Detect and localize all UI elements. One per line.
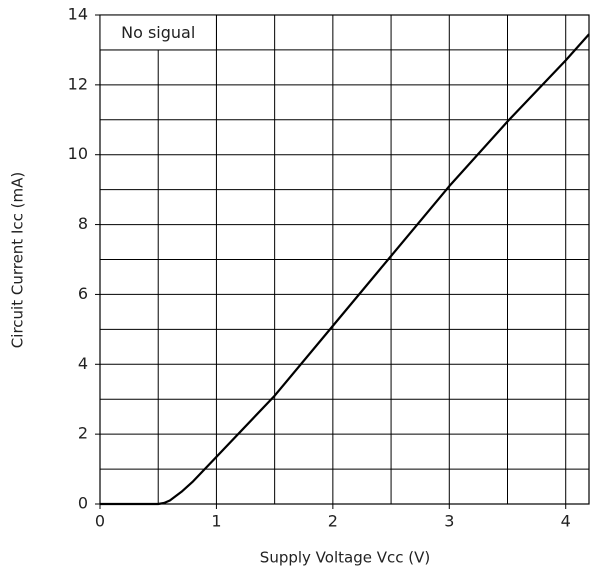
x-tick-label: 4 (561, 512, 571, 531)
plot-border (99, 14, 590, 505)
x-tick-label: 1 (211, 512, 221, 531)
y-tick-label: 6 (78, 284, 88, 303)
y-axis-title: Circuit Current Icc (mA) (9, 172, 27, 348)
x-tick-label: 3 (444, 512, 454, 531)
y-tick-label: 8 (78, 214, 88, 233)
annotation: No sigual (121, 23, 195, 42)
y-tick-label: 12 (68, 74, 88, 93)
y-tick-label: 4 (78, 354, 88, 373)
x-tick-label: 0 (95, 512, 105, 531)
y-tick-label: 10 (68, 144, 88, 163)
x-axis-title: Supply Voltage Vcc (V) (260, 549, 430, 567)
data-line (100, 33, 590, 506)
y-tick-label: 2 (78, 424, 88, 443)
y-tick-label: 14 (68, 5, 88, 24)
x-tick-label: 2 (328, 512, 338, 531)
y-tick-label: 0 (78, 494, 88, 513)
annotation-box (99, 14, 217, 51)
